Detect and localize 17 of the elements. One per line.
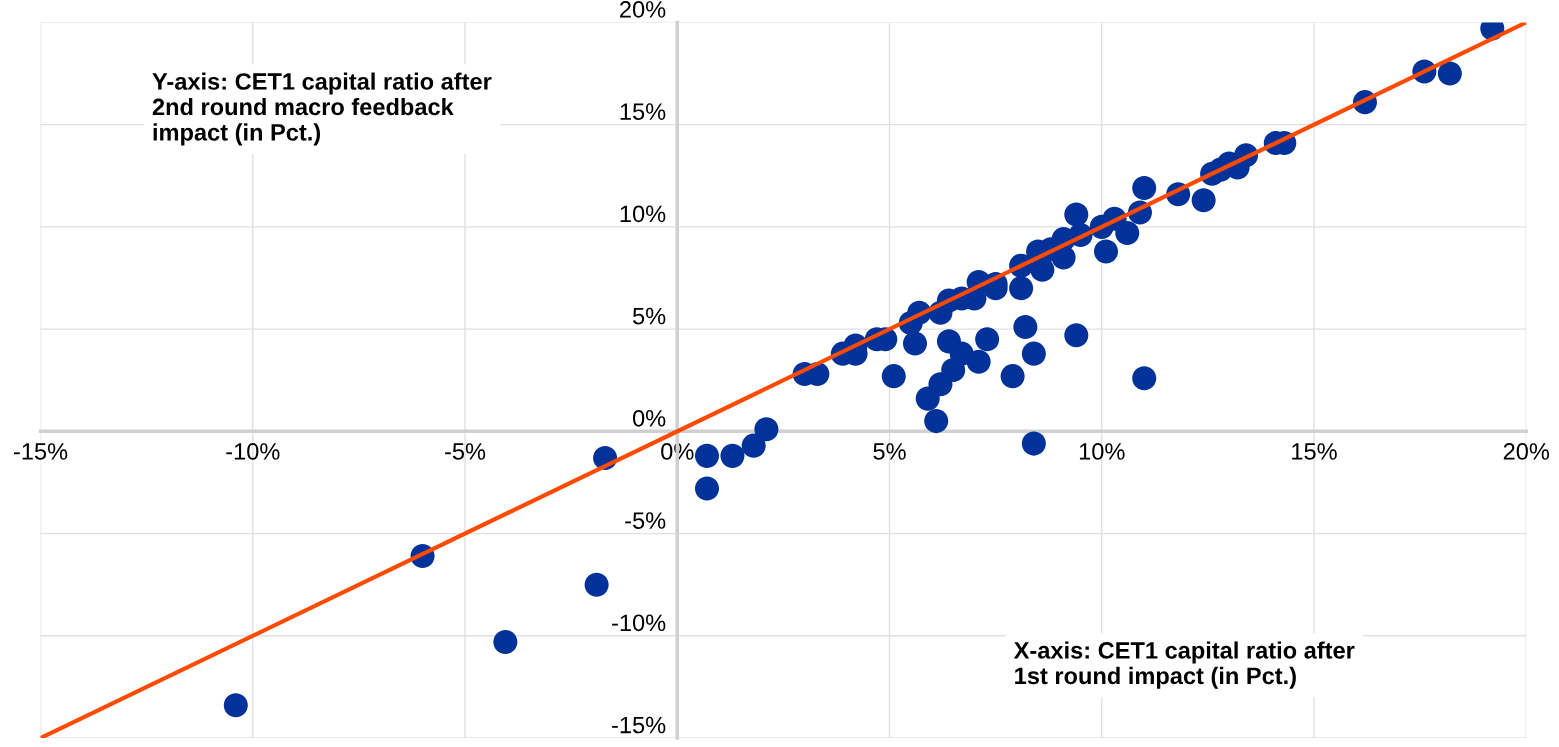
y-axis-title: Y-axis: CET1 capital ratio after 2nd round macro feedback impact (in Pct.) <box>152 72 492 146</box>
x-tick-label: 15% <box>1292 443 1337 460</box>
x-tick-label: 5% <box>873 443 906 460</box>
x-tick-label: 20% <box>1503 443 1550 460</box>
x-tick-label: -15% <box>14 443 68 460</box>
x-tick-label: 10% <box>1079 443 1125 460</box>
x-tick-label: -10% <box>226 443 280 460</box>
y-tick-label: 20% <box>620 1 666 18</box>
y-tick-label: 15% <box>620 103 666 120</box>
x-tick-label: -5% <box>445 443 486 460</box>
y-tick-label: 0% <box>632 409 666 427</box>
y-tick-label: -15% <box>612 716 666 734</box>
y-tick-label: -10% <box>612 614 666 632</box>
y-tick-label: 10% <box>620 205 666 223</box>
x-axis-title: X-axis: CET1 capital ratio after 1st round impact (in Pct.) <box>1013 641 1355 689</box>
y-tick-label: 5% <box>632 307 666 325</box>
y-tick-label: -5% <box>625 512 666 529</box>
